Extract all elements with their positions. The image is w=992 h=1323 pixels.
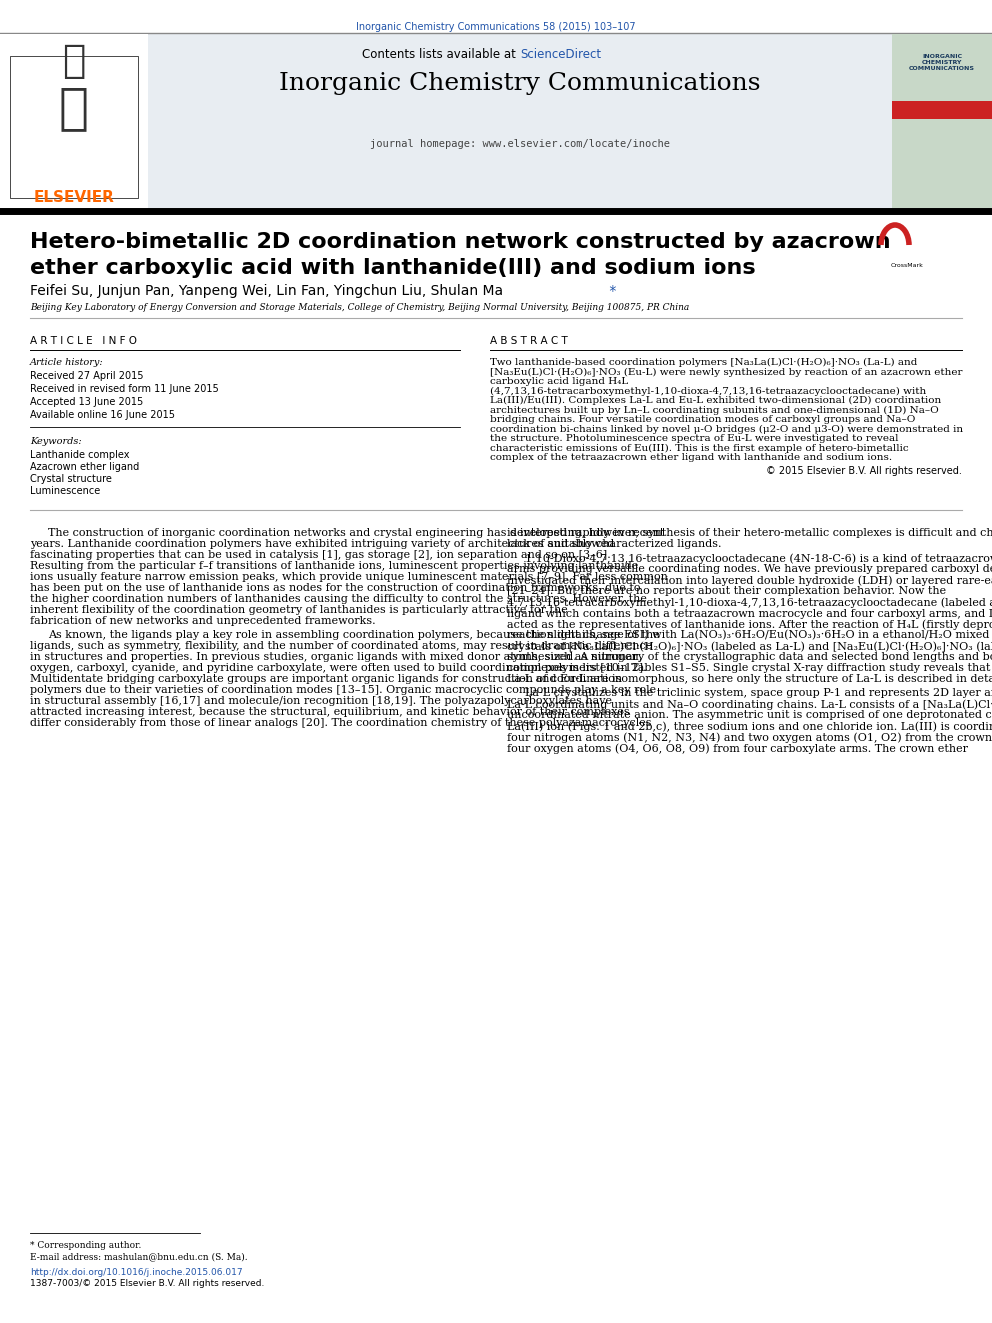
Text: four nitrogen atoms (N1, N2, N3, N4) and two oxygen atoms (O1, O2) from the crow: four nitrogen atoms (N1, N2, N3, N4) and… <box>507 732 992 742</box>
Text: Hetero-bimetallic 2D coordination network constructed by azacrown: Hetero-bimetallic 2D coordination networ… <box>30 232 891 251</box>
Text: architectures built up by Ln–L coordinating subunits and one-dimensional (1D) Na: architectures built up by Ln–L coordinat… <box>490 406 938 414</box>
Text: fabrication of new networks and unprecedented frameworks.: fabrication of new networks and unpreced… <box>30 617 376 626</box>
Text: © 2015 Elsevier B.V. All rights reserved.: © 2015 Elsevier B.V. All rights reserved… <box>766 466 962 475</box>
Text: La-L coordinating units and Na–O coordinating chains. La-L consists of a [Na₃La(: La-L coordinating units and Na–O coordin… <box>507 699 992 709</box>
Bar <box>148 34 892 208</box>
Text: [Na₃Eu(L)Cl·(H₂O)₆]·NO₃ (Eu-L) were newly synthesized by reaction of an azacrown: [Na₃Eu(L)Cl·(H₂O)₆]·NO₃ (Eu-L) were newl… <box>490 368 962 377</box>
Text: 🌳: 🌳 <box>59 83 89 132</box>
Text: Feifei Su, Junjun Pan, Yanpeng Wei, Lin Fan, Yingchun Liu, Shulan Ma: Feifei Su, Junjun Pan, Yanpeng Wei, Lin … <box>30 284 503 298</box>
Text: fascinating properties that can be used in catalysis [1], gas storage [2], ion s: fascinating properties that can be used … <box>30 550 611 560</box>
Text: is interesting, however, synthesis of their hetero-metallic complexes is difficu: is interesting, however, synthesis of th… <box>507 528 992 538</box>
Text: ligand which contains both a tetraazacrown macrocycle and four carboxyl arms, an: ligand which contains both a tetraazacro… <box>507 609 992 619</box>
Text: differ considerably from those of linear analogs [20]. The coordination chemistr: differ considerably from those of linear… <box>30 718 652 728</box>
Text: synthesized. A summary of the crystallographic data and selected bond lengths an: synthesized. A summary of the crystallog… <box>507 652 992 662</box>
Text: four oxygen atoms (O4, O6, O8, O9) from four carboxylate arms. The crown ether: four oxygen atoms (O4, O6, O8, O9) from … <box>507 744 968 754</box>
Text: reaction details, see ESI) with La(NO₃)₃·6H₂O/Eu(NO₃)₃·6H₂O in a ethanol/H₂O mix: reaction details, see ESI) with La(NO₃)₃… <box>507 630 992 640</box>
Text: (4,7,13,16-tetracarboxymethyl-1,10-dioxa-4,7,13,16-tetraazacyclooctadecane) with: (4,7,13,16-tetracarboxymethyl-1,10-dioxa… <box>490 386 927 396</box>
Text: uncoordinated nitrate anion. The asymmetric unit is comprised of one deprotonate: uncoordinated nitrate anion. The asymmet… <box>507 710 992 720</box>
Text: http://dx.doi.org/10.1016/j.inoche.2015.06.017: http://dx.doi.org/10.1016/j.inoche.2015.… <box>30 1267 243 1277</box>
Text: A B S T R A C T: A B S T R A C T <box>490 336 567 347</box>
Text: Contents lists available at: Contents lists available at <box>362 48 520 61</box>
Text: CrossMark: CrossMark <box>891 263 924 269</box>
Text: oxygen, carboxyl, cyanide, and pyridine carboxylate, were often used to build co: oxygen, carboxyl, cyanide, and pyridine … <box>30 663 647 673</box>
Text: in structures and properties. In previous studies, organic ligands with mixed do: in structures and properties. In previou… <box>30 652 642 662</box>
Text: Multidentate bridging carboxylate groups are important organic ligands for const: Multidentate bridging carboxylate groups… <box>30 673 622 684</box>
Text: Crystal structure: Crystal structure <box>30 474 112 484</box>
Bar <box>892 34 992 208</box>
Text: arms providing versatile coordinating nodes. We have previously prepared carboxy: arms providing versatile coordinating no… <box>507 564 992 574</box>
Text: carboxylic acid ligand H₄L: carboxylic acid ligand H₄L <box>490 377 628 386</box>
Text: crystals of [Na₃La(L)Cl·(H₂O)₆]·NO₃ (labeled as La-L) and [Na₃Eu(L)Cl·(H₂O)₆]·NO: crystals of [Na₃La(L)Cl·(H₂O)₆]·NO₃ (lab… <box>507 642 992 651</box>
Text: * Corresponding author.: * Corresponding author. <box>30 1241 142 1250</box>
Text: lack of suitably characterized ligands.: lack of suitably characterized ligands. <box>507 538 721 549</box>
Text: La-L and Eu-L are isomorphous, so here only the structure of La-L is described i: La-L and Eu-L are isomorphous, so here o… <box>507 673 992 684</box>
Text: ELSEVIER: ELSEVIER <box>34 191 114 205</box>
Text: [21–24]. But there are no reports about their complexation behavior. Now the: [21–24]. But there are no reports about … <box>507 586 946 595</box>
Text: Article history:: Article history: <box>30 359 103 366</box>
Text: inherent flexibility of the coordination geometry of lanthanides is particularly: inherent flexibility of the coordination… <box>30 605 567 615</box>
Text: ligands, such as symmetry, flexibility, and the number of coordinated atoms, may: ligands, such as symmetry, flexibility, … <box>30 642 653 651</box>
Text: complex of the tetraazacrown ether ligand with lanthanide and sodium ions.: complex of the tetraazacrown ether ligan… <box>490 452 892 462</box>
Text: *: * <box>605 284 616 298</box>
Text: Keywords:: Keywords: <box>30 437 81 446</box>
Text: has been put on the use of lanthanide ions as nodes for the construction of coor: has been put on the use of lanthanide io… <box>30 583 641 593</box>
Text: journal homepage: www.elsevier.com/locate/inoche: journal homepage: www.elsevier.com/locat… <box>370 139 670 149</box>
Text: Resulting from the particular f–f transitions of lanthanide ions, luminescent pr: Resulting from the particular f–f transi… <box>30 561 638 572</box>
Bar <box>10 56 138 198</box>
Bar <box>892 101 992 119</box>
Text: The construction of inorganic coordination networks and crystal engineering has : The construction of inorganic coordinati… <box>48 528 665 538</box>
Text: Azacrown ether ligand: Azacrown ether ligand <box>30 462 139 472</box>
Text: ions usually feature narrow emission peaks, which provide unique luminescent mat: ions usually feature narrow emission pea… <box>30 572 668 582</box>
Text: years. Lanthanide coordination polymers have exhibited intriguing variety of arc: years. Lanthanide coordination polymers … <box>30 538 614 549</box>
Text: acted as the representatives of lanthanide ions. After the reaction of H₄L (firs: acted as the representatives of lanthani… <box>507 619 992 630</box>
Text: Available online 16 June 2015: Available online 16 June 2015 <box>30 410 175 419</box>
Text: bridging chains. Four versatile coordination modes of carboxyl groups and Na–O: bridging chains. Four versatile coordina… <box>490 415 916 423</box>
Text: Inorganic Chemistry Communications: Inorganic Chemistry Communications <box>280 71 761 95</box>
Text: in structural assembly [16,17] and molecule/ion recognition [18,19]. The polyaza: in structural assembly [16,17] and molec… <box>30 696 612 706</box>
Text: E-mail address: mashulan@bnu.edu.cn (S. Ma).: E-mail address: mashulan@bnu.edu.cn (S. … <box>30 1252 248 1261</box>
Text: the structure. Photoluminescence spectra of Eu-L were investigated to reveal: the structure. Photoluminescence spectra… <box>490 434 899 443</box>
Text: A R T I C L E   I N F O: A R T I C L E I N F O <box>30 336 137 347</box>
Text: Lanthanide complex: Lanthanide complex <box>30 450 130 460</box>
Text: Two lanthanide-based coordination polymers [Na₃La(L)Cl·(H₂O)₆]·NO₃ (La-L) and: Two lanthanide-based coordination polyme… <box>490 359 918 366</box>
Text: La-L crystallizes in the triclinic system, space group P-1 and represents 2D lay: La-L crystallizes in the triclinic syste… <box>525 688 992 699</box>
Text: ScienceDirect: ScienceDirect <box>520 48 601 61</box>
Text: As known, the ligands play a key role in assembling coordination polymers, becau: As known, the ligands play a key role in… <box>48 630 660 640</box>
Text: Received 27 April 2015: Received 27 April 2015 <box>30 370 144 381</box>
Bar <box>0 34 148 208</box>
Text: 🌿: 🌿 <box>62 42 85 79</box>
Text: Beijing Key Laboratory of Energy Conversion and Storage Materials, College of Ch: Beijing Key Laboratory of Energy Convers… <box>30 303 689 312</box>
Text: 4,7,13,16-tetracarboxymethyl-1,10-dioxa-4,7,13,16-tetraazacyclooctadecane (label: 4,7,13,16-tetracarboxymethyl-1,10-dioxa-… <box>507 597 992 607</box>
Text: polymers due to their varieties of coordination modes [13–15]. Organic macrocycl: polymers due to their varieties of coord… <box>30 685 656 695</box>
Text: La(III)/Eu(III). Complexes La-L and Eu-L exhibited two-dimensional (2D) coordina: La(III)/Eu(III). Complexes La-L and Eu-L… <box>490 396 941 405</box>
Text: Inorganic Chemistry Communications 58 (2015) 103–107: Inorganic Chemistry Communications 58 (2… <box>356 22 636 32</box>
Text: Luminescence: Luminescence <box>30 486 100 496</box>
Text: Received in revised form 11 June 2015: Received in revised form 11 June 2015 <box>30 384 219 394</box>
Text: 1,10-Dioxo-4,7,13,16-tetraazacyclooctadecane (4N-18-C-6) is a kind of tetraazacr: 1,10-Dioxo-4,7,13,16-tetraazacyclooctade… <box>525 553 992 564</box>
Text: INORGANIC
CHEMISTRY
COMMUNICATIONS: INORGANIC CHEMISTRY COMMUNICATIONS <box>909 54 975 70</box>
Text: La(III) ion (Figs. 1 and 2b,c), three sodium ions and one chloride ion. La(III) : La(III) ion (Figs. 1 and 2b,c), three so… <box>507 721 992 732</box>
Text: ether carboxylic acid with lanthanide(III) and sodium ions: ether carboxylic acid with lanthanide(II… <box>30 258 756 278</box>
Text: coordination bi-chains linked by novel μ-O bridges (μ2-O and μ3-O) were demonstr: coordination bi-chains linked by novel μ… <box>490 425 963 434</box>
Text: attracted increasing interest, because the structural, equilibrium, and kinetic : attracted increasing interest, because t… <box>30 706 630 717</box>
Text: investigated their intercalation into layered double hydroxide (LDH) or layered : investigated their intercalation into la… <box>507 576 992 586</box>
Text: the higher coordination numbers of lanthanides causing the difficulty to control: the higher coordination numbers of lanth… <box>30 594 647 605</box>
Text: Accepted 13 June 2015: Accepted 13 June 2015 <box>30 397 143 407</box>
Text: 1387-7003/© 2015 Elsevier B.V. All rights reserved.: 1387-7003/© 2015 Elsevier B.V. All right… <box>30 1279 265 1289</box>
Text: complexes is listed in Tables S1–S5. Single crystal X-ray diffraction study reve: complexes is listed in Tables S1–S5. Sin… <box>507 663 992 673</box>
Text: characteristic emissions of Eu(III). This is the first example of hetero-bimetal: characteristic emissions of Eu(III). Thi… <box>490 443 909 452</box>
